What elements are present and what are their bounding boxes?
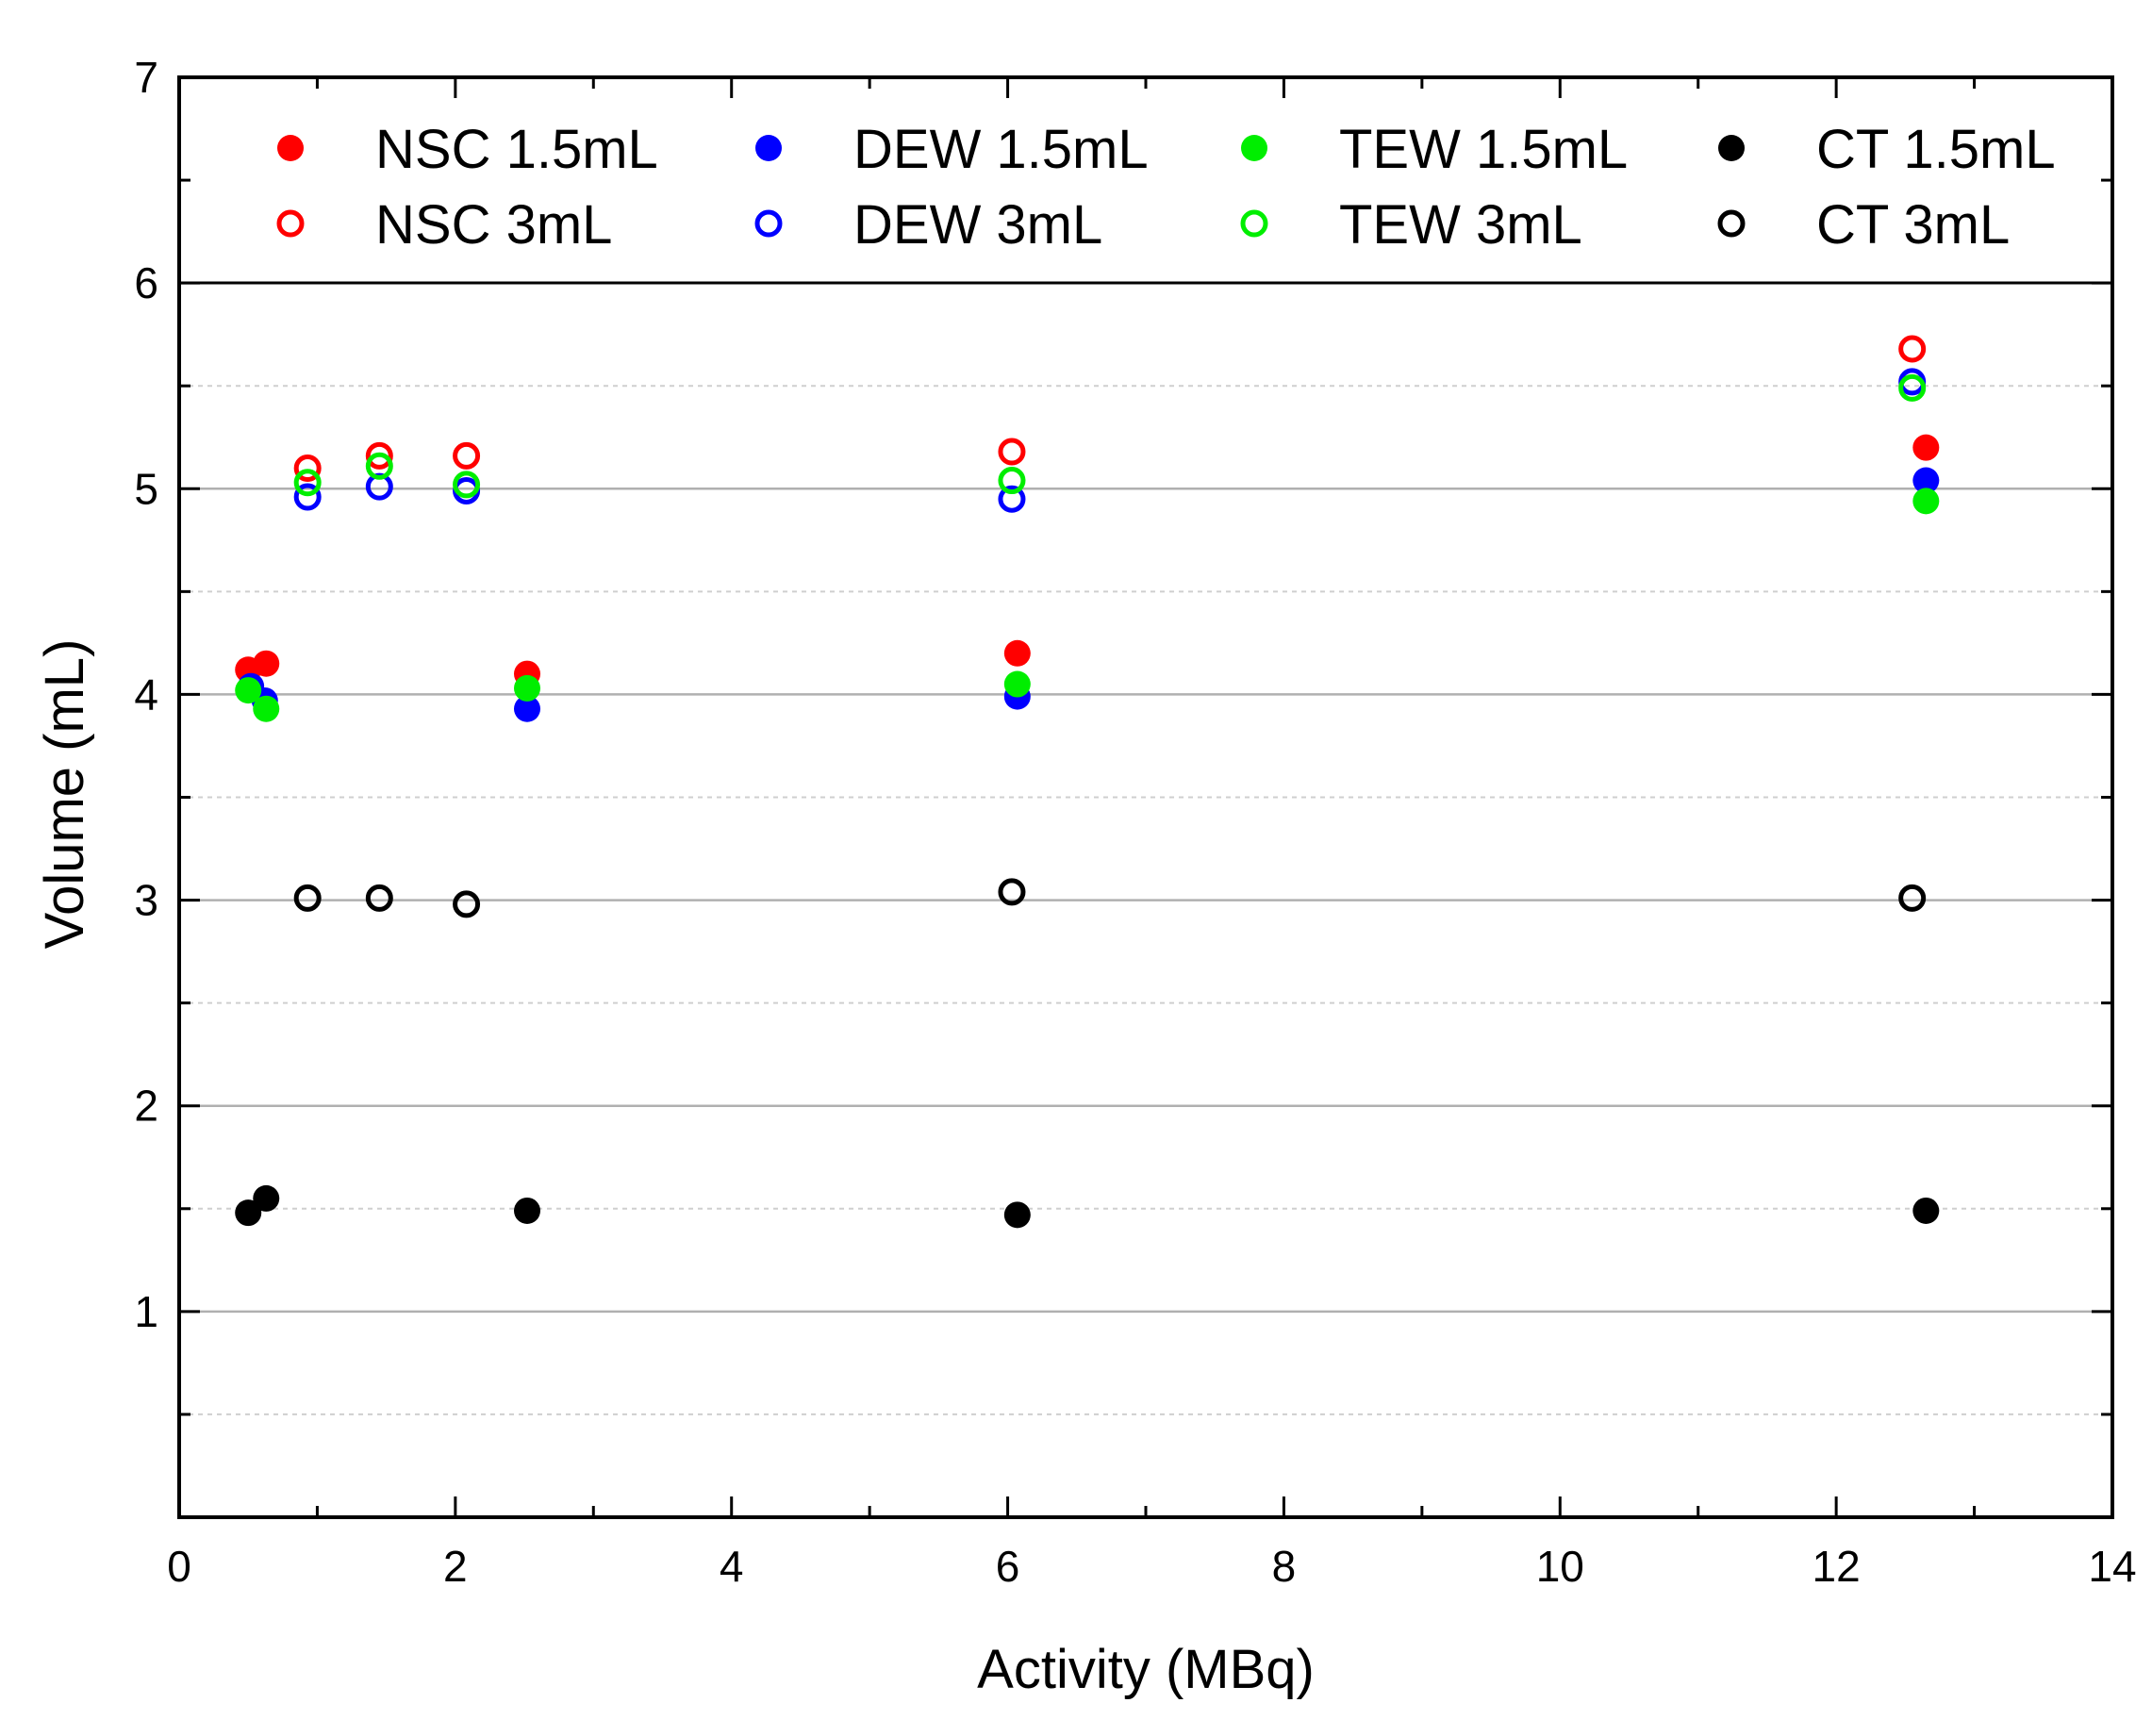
legend-label-dew-1-5ml: DEW 1.5mL — [853, 119, 1149, 180]
x-tick-label: 10 — [1536, 1542, 1584, 1591]
point-ct-3ml — [293, 884, 322, 912]
point-tew-3ml — [998, 467, 1026, 495]
point-dew-1-5ml — [514, 695, 540, 722]
legend-marker-nsc-1-5ml — [277, 135, 304, 161]
legend-label-tew-3ml: TEW 3mL — [1339, 194, 1582, 256]
legend-label-ct-3ml: CT 3mL — [1816, 194, 2010, 256]
legend-marker-dew-1-5ml — [755, 135, 782, 161]
point-tew-1-5ml — [235, 677, 262, 704]
legend-marker-ct-1-5ml — [1718, 135, 1745, 161]
point-nsc-3ml — [1898, 335, 1927, 363]
point-tew-1-5ml — [1912, 488, 1940, 515]
x-tick-label: 8 — [1272, 1542, 1297, 1591]
x-tick-label: 14 — [2088, 1542, 2136, 1591]
y-axis-title: Volume (mL) — [34, 639, 95, 950]
x-tick-label: 2 — [443, 1542, 468, 1591]
point-ct-1-5ml — [1003, 1201, 1031, 1229]
y-tick-label: 3 — [134, 876, 158, 925]
point-dew-3ml — [998, 485, 1026, 513]
y-tick-label: 2 — [134, 1082, 158, 1131]
data-points — [235, 335, 1940, 1229]
legend-label-tew-1-5ml: TEW 1.5mL — [1339, 119, 1628, 180]
point-tew-1-5ml — [514, 674, 540, 702]
legend-label-nsc-3ml: NSC 3mL — [375, 194, 612, 256]
legend-marker-tew-3ml — [1240, 209, 1268, 238]
x-tick-label: 12 — [1813, 1542, 1861, 1591]
legend-marker-ct-3ml — [1717, 209, 1746, 238]
grid-lines — [179, 385, 2112, 1415]
point-nsc-3ml — [365, 441, 393, 470]
point-tew-1-5ml — [253, 695, 280, 722]
point-nsc-1-5ml — [1912, 434, 1940, 461]
point-nsc-3ml — [998, 438, 1026, 466]
point-ct-1-5ml — [1912, 1197, 1940, 1224]
plot-frame — [177, 75, 2114, 1519]
x-tick-label: 4 — [720, 1542, 744, 1591]
point-tew-3ml — [1898, 373, 1927, 402]
y-tick-label: 7 — [134, 53, 158, 102]
point-ct-1-5ml — [253, 1184, 280, 1212]
legend-label-ct-1-5ml: CT 1.5mL — [1816, 119, 2056, 180]
legend-marker-tew-1-5ml — [1241, 135, 1267, 161]
point-nsc-1-5ml — [1003, 639, 1031, 667]
point-ct-1-5ml — [235, 1199, 262, 1227]
y-tick-label: 5 — [134, 464, 158, 513]
point-tew-3ml — [453, 471, 481, 499]
point-tew-3ml — [365, 452, 393, 480]
point-ct-3ml — [998, 878, 1026, 906]
point-tew-1-5ml — [1003, 670, 1031, 698]
legend: NSC 1.5mL DEW 1.5mL TEW 1.5mL CT 1.5mL NSC 3… — [276, 119, 2056, 256]
legend-label-dew-3ml: DEW 3mL — [853, 194, 1102, 256]
x-axis-title: Activity (MBq) — [977, 1639, 1315, 1700]
y-tick-label: 6 — [134, 258, 158, 307]
point-ct-3ml — [1898, 884, 1927, 912]
point-ct-3ml — [453, 890, 481, 918]
point-nsc-1-5ml — [253, 650, 280, 677]
point-tew-3ml — [293, 469, 322, 497]
y-tick-label: 4 — [134, 670, 158, 719]
x-tick-label: 6 — [996, 1542, 1020, 1591]
point-nsc-3ml — [293, 454, 322, 482]
point-ct-1-5ml — [514, 1197, 540, 1224]
y-tick-label: 1 — [134, 1287, 158, 1336]
point-dew-3ml — [293, 483, 322, 511]
point-dew-1-5ml — [1912, 467, 1940, 494]
legend-marker-nsc-3ml — [276, 209, 305, 238]
point-ct-3ml — [365, 884, 393, 912]
point-nsc-3ml — [453, 441, 481, 470]
legend-label-nsc-1-5ml: NSC 1.5mL — [375, 119, 658, 180]
x-tick-label: 0 — [167, 1542, 191, 1591]
legend-marker-dew-3ml — [754, 209, 783, 238]
